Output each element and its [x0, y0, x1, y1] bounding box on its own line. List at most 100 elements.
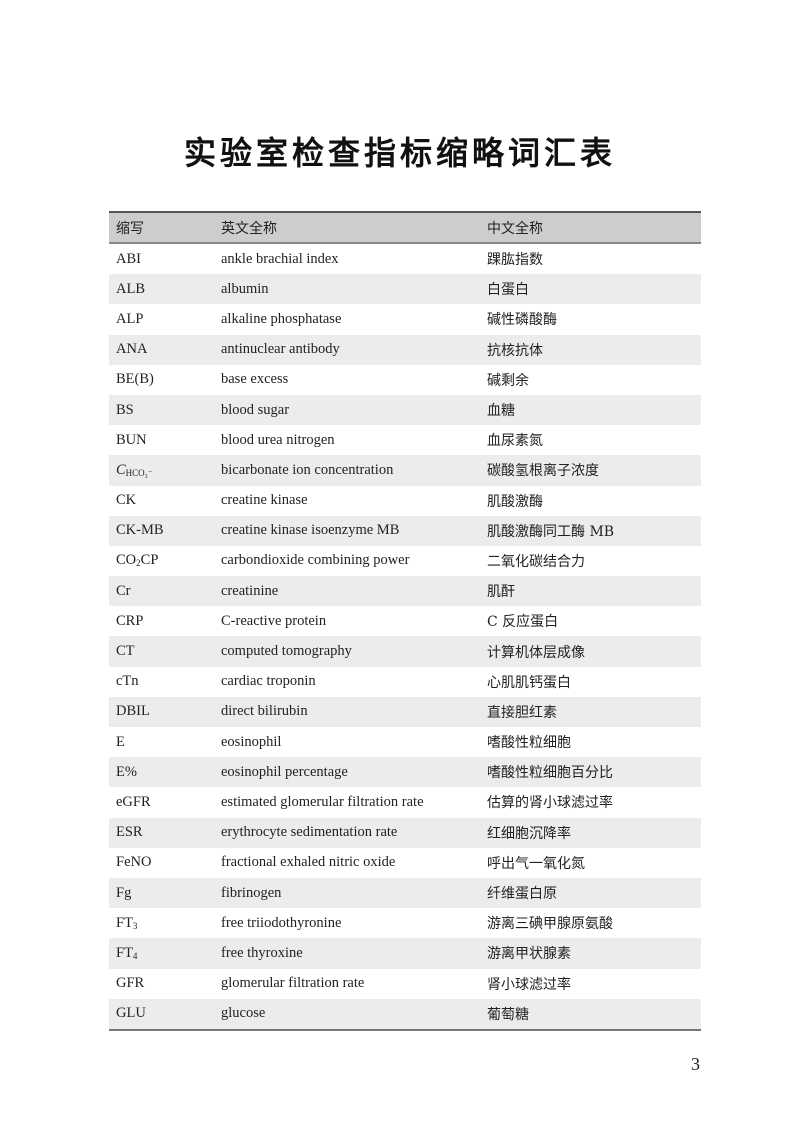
abbreviation-part: E% [116, 763, 137, 780]
english-name-cell: carbondioxide combining power [221, 552, 410, 569]
chinese-name-cell: 计算机体层成像 [487, 644, 585, 661]
english-name-cell: computed tomography [221, 643, 352, 660]
chinese-name-cell: 纤维蛋白原 [487, 886, 557, 903]
table-row: CHCO₃⁻ bicarbonate ion concentration 碳酸氢根离… [109, 455, 701, 486]
table-row: ALB albumin 白蛋白 [109, 274, 701, 305]
table-row: BE(B) base excess 碱剩余 [109, 365, 701, 395]
abbreviation-part: CO [116, 552, 137, 569]
abbreviation-part: GLU [116, 1005, 146, 1022]
abbreviation-cell: CHCO₃⁻ [109, 462, 221, 479]
chinese-name-cell: 肌酸激酶同工酶 MB [487, 523, 615, 540]
abbreviation-cell: CRP [109, 613, 221, 630]
chinese-name-cell: 游离甲状腺素 [487, 946, 571, 963]
english-name-cell: erythrocyte sedimentation rate [221, 824, 398, 841]
abbreviation-cell: E% [109, 764, 221, 781]
abbreviation-cell: CT [109, 643, 221, 660]
abbreviation-cell: Fg [109, 885, 221, 902]
english-name-cell: free thyroxine [221, 944, 303, 961]
chinese-name-cell: 嗜酸性粒细胞百分比 [487, 765, 613, 782]
chinese-name-cell: 二氧化碳结合力 [487, 553, 585, 570]
english-name-cell: cardiac troponin [221, 673, 316, 690]
header-chinese: 中文全称 [487, 220, 543, 237]
english-name-cell: fractional exhaled nitric oxide [221, 854, 396, 871]
abbreviation-part: 2 [136, 558, 141, 569]
chinese-name-cell: 游离三碘甲腺原氨酸 [487, 916, 613, 933]
english-name-cell: C-reactive protein [221, 612, 327, 629]
page-number: 3 [691, 1054, 700, 1074]
table-row: BS blood sugar 血糖 [109, 394, 701, 426]
table-row: E% eosinophil percentage 嗜酸性粒细胞百分比 [109, 757, 701, 788]
table-row: CT computed tomography 计算机体层成像 [109, 636, 701, 667]
english-name-cell: base excess [221, 371, 289, 388]
english-name-cell: ankle brachial index [221, 250, 339, 267]
chinese-name-cell: 踝肱指数 [487, 252, 543, 269]
abbreviation-part: ALP [116, 310, 144, 327]
abbreviation-cell: FT3 [109, 915, 221, 932]
chinese-name-cell: 血尿素氮 [487, 433, 543, 450]
chinese-name-cell: 抗核抗体 [487, 342, 543, 359]
english-name-cell: blood sugar [221, 401, 290, 418]
abbreviation-part: eGFR [116, 793, 151, 810]
abbreviation-table: 缩写 英文全称 中文全称 ABI ankle brachial index 踝肱指数… [109, 211, 701, 1031]
abbreviation-part: cTn [116, 673, 139, 690]
table-header: 缩写 英文全称 中文全称 [109, 213, 701, 244]
abbreviation-cell: FeNO [109, 854, 221, 871]
table-body: ABI ankle brachial index 踝肱指数 ALB albumin 白蛋白… [109, 244, 701, 1029]
abbreviation-part: BE(B) [116, 371, 154, 388]
abbreviation-cell: CK-MB [109, 522, 221, 539]
english-name-cell: albumin [221, 280, 269, 297]
table-row: ESR erythrocyte sedimentation rate 红细胞沉降率 [109, 817, 701, 848]
abbreviation-part: C [116, 461, 126, 478]
abbreviation-cell: BUN [109, 432, 221, 449]
chinese-name-cell: 葡萄糖 [487, 1006, 529, 1023]
abbreviation-cell: ALP [109, 311, 221, 328]
abbreviation-part: Cr [116, 582, 131, 599]
abbreviation-part: CRP [116, 612, 144, 629]
table-row: CK creatine kinase 肌酸激酶 [109, 486, 701, 516]
abbreviation-part: CP [140, 552, 159, 569]
abbreviation-part: GFR [116, 975, 145, 992]
table-row: DBIL direct bilirubin 直接胆红素 [109, 696, 701, 727]
header-abbr: 缩写 [116, 220, 144, 237]
english-name-cell: eosinophil percentage [221, 763, 348, 780]
abbreviation-part: HCO₃⁻ [125, 467, 153, 478]
chinese-name-cell: 肾小球滤过率 [487, 976, 571, 993]
english-name-cell: estimated glomerular filtration rate [221, 793, 424, 810]
english-name-cell: glomerular filtration rate [221, 975, 365, 992]
abbreviation-part: FT [116, 914, 133, 931]
abbreviation-cell: E [109, 734, 221, 751]
chinese-name-cell: 嗜酸性粒细胞 [487, 735, 571, 752]
table-row: GLU glucose 葡萄糖 [109, 998, 701, 1029]
english-name-cell: fibrinogen [221, 884, 282, 901]
english-name-cell: alkaline phosphatase [221, 310, 342, 327]
abbreviation-part: BS [116, 401, 134, 418]
chinese-name-cell: 白蛋白 [487, 282, 529, 299]
abbreviation-part: BUN [116, 431, 147, 448]
abbreviation-cell: FT4 [109, 945, 221, 962]
table-row: ANA antinuclear antibody 抗核抗体 [109, 334, 701, 365]
english-name-cell: creatine kinase isoenzyme MB [221, 522, 400, 539]
table-row: GFR glomerular filtration rate 肾小球滤过率 [109, 969, 701, 999]
abbreviation-part: ABI [116, 250, 141, 267]
table-row: FT4 free thyroxine 游离甲状腺素 [109, 938, 701, 969]
abbreviation-part: DBIL [116, 703, 150, 720]
abbreviation-cell: ABI [109, 251, 221, 268]
abbreviation-cell: ESR [109, 824, 221, 841]
chinese-name-cell: 直接胆红素 [487, 704, 557, 721]
abbreviation-part: ALB [116, 280, 145, 297]
english-name-cell: creatinine [221, 582, 279, 599]
table-row: CO2CP carbondioxide combining power 二氧化碳结合… [109, 546, 701, 576]
chinese-name-cell: 心肌肌钙蛋白 [487, 674, 571, 691]
abbreviation-part: FeNO [116, 854, 152, 871]
abbreviation-cell: ANA [109, 341, 221, 358]
chinese-name-cell: 碳酸氢根离子浓度 [487, 463, 599, 480]
header-english: 英文全称 [221, 220, 277, 237]
chinese-name-cell: 肌酸激酶 [487, 493, 543, 510]
chinese-name-cell: 肌酐 [487, 584, 515, 601]
abbreviation-cell: BS [109, 402, 221, 419]
abbreviation-cell: ALB [109, 281, 221, 298]
abbreviation-part: Fg [116, 884, 132, 901]
english-name-cell: blood urea nitrogen [221, 431, 335, 448]
abbreviation-cell: eGFR [109, 794, 221, 811]
